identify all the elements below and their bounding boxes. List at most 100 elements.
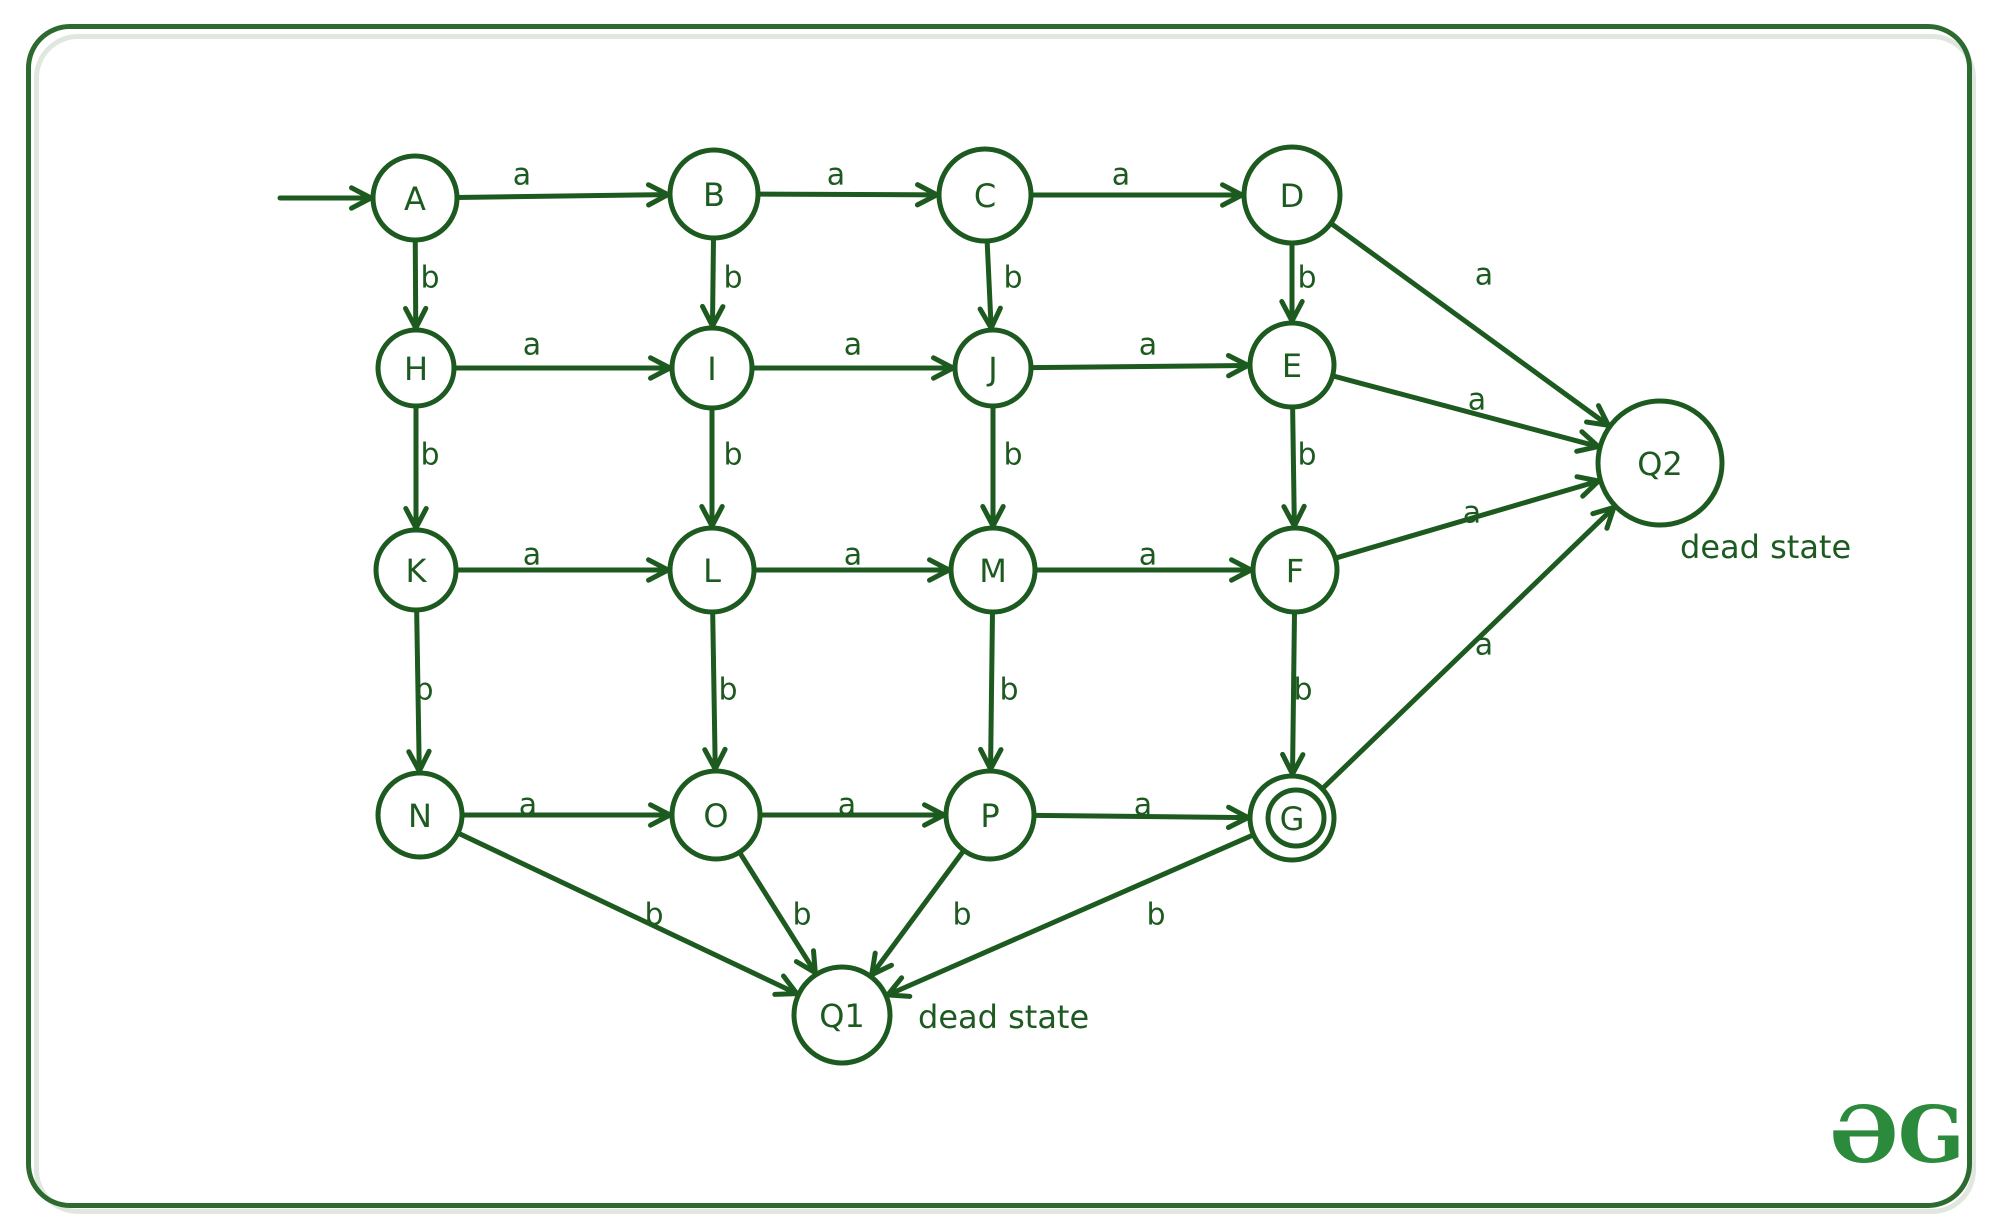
dead-state-note-Q2: dead state: [1680, 528, 1851, 566]
edge-J-E: [1028, 362, 1251, 371]
state-L-label: L: [703, 552, 721, 590]
edge-label-H-I: a: [523, 328, 541, 363]
state-Q2-label: Q2: [1637, 445, 1683, 483]
state-I: I: [669, 325, 755, 411]
state-A-circle: [370, 153, 460, 243]
state-D-circle: [1241, 144, 1343, 246]
edge-K-N: [414, 607, 422, 774]
states-layer: A B C D H I J E K L M F N O P G Q1 Q2: [370, 144, 1725, 1066]
edge-P-G: [1031, 812, 1251, 821]
edge-label-N-Q1: b: [644, 898, 663, 933]
edge-label-K-L: a: [523, 538, 541, 573]
state-O-circle: [669, 768, 763, 862]
edge-F-Q2: [1332, 478, 1602, 561]
edge-label-I-L: b: [723, 438, 742, 473]
state-O: O: [669, 768, 763, 862]
state-G-label: G: [1280, 800, 1305, 838]
edge-label-B-I: b: [723, 261, 742, 296]
frame-shadow: [34, 34, 1976, 1214]
edge-label-G-Q2: a: [1475, 628, 1493, 663]
edge-P-Q1: [869, 847, 967, 978]
state-N-circle: [375, 770, 465, 860]
edge-label-O-P: a: [838, 788, 856, 823]
edge-label-P-G: a: [1134, 788, 1152, 823]
state-I-label: I: [707, 350, 716, 388]
edge-A-B: [454, 192, 671, 200]
edge-label-M-F: a: [1139, 538, 1157, 573]
state-C-label: C: [974, 177, 996, 215]
logo: ƏG: [1830, 1090, 1965, 1181]
edge-label-F-Q2: a: [1463, 496, 1481, 531]
edge-label-F-G: b: [1293, 673, 1312, 708]
edge-label-O-Q1: b: [792, 898, 811, 933]
state-Q2: Q2: [1595, 398, 1725, 528]
labels-layer: a a a b b b b a a a a a b b b b a a a a b b b b a a a a b b b b dead sta…: [414, 158, 1851, 1037]
edge-label-K-N: b: [414, 673, 433, 708]
edge-label-A-B: a: [513, 158, 531, 193]
edge-O-Q1: [736, 849, 818, 976]
diagram-frame: [26, 24, 1972, 1208]
edge-label-E-Q2: a: [1468, 383, 1486, 418]
state-J: J: [952, 327, 1034, 409]
edge-label-N-O: a: [519, 788, 537, 823]
state-O-label: O: [703, 797, 728, 835]
state-H: H: [375, 327, 457, 409]
edge-C-J: [984, 238, 994, 331]
edge-label-D-E: b: [1297, 261, 1316, 296]
edge-B-C: [755, 191, 940, 198]
edge-label-L-O: b: [718, 673, 737, 708]
edge-label-G-Q1: b: [1146, 898, 1165, 933]
state-M: M: [948, 525, 1038, 615]
edge-D-Q2: [1328, 220, 1611, 428]
edge-F-G: [1290, 609, 1297, 777]
state-A: A: [370, 153, 460, 243]
state-M-circle: [948, 525, 1038, 615]
state-C-circle: [936, 146, 1034, 244]
state-F-label: F: [1286, 552, 1304, 590]
edge-label-M-P: b: [999, 673, 1018, 708]
edge-label-J-E: a: [1139, 328, 1157, 363]
edge-A-H: [412, 237, 419, 331]
state-Q1-label: Q1: [819, 997, 865, 1035]
edge-label-E-F: b: [1297, 438, 1316, 473]
edge-label-H-K: b: [420, 438, 439, 473]
state-E-label: E: [1282, 347, 1302, 385]
state-L-circle: [667, 525, 757, 615]
state-P-circle: [943, 768, 1037, 862]
state-E-circle: [1247, 320, 1337, 410]
state-P: P: [943, 768, 1037, 862]
state-J-circle: [952, 327, 1034, 409]
state-Q1-circle: [791, 964, 893, 1066]
state-M-label: M: [979, 552, 1007, 590]
state-K-label: K: [406, 552, 428, 590]
edges-layer: [277, 182, 1617, 999]
state-F: F: [1250, 525, 1340, 615]
state-Q2-circle: [1595, 398, 1725, 528]
state-G: G: [1247, 773, 1337, 863]
state-G-final-ring: [1265, 787, 1327, 849]
edge-M-P: [988, 609, 995, 772]
edge-N-Q1: [455, 830, 800, 997]
state-D-label: D: [1280, 177, 1305, 215]
edge-label-A-H: b: [420, 261, 439, 296]
state-H-circle: [375, 327, 457, 409]
state-A-label: A: [404, 180, 426, 218]
state-L: L: [667, 525, 757, 615]
edge-label-D-Q2: a: [1475, 258, 1493, 293]
edge-label-C-J: b: [1003, 261, 1022, 296]
geeksforgeeks-logo-text: ƏG: [1830, 1090, 1965, 1181]
edge-L-O: [710, 609, 718, 772]
edge-label-B-C: a: [827, 158, 845, 193]
state-C: C: [936, 146, 1034, 244]
edge-label-C-D: a: [1112, 158, 1130, 193]
edge-label-I-J: a: [844, 328, 862, 363]
state-J-label: J: [986, 350, 997, 388]
state-D: D: [1241, 144, 1343, 246]
state-B-label: B: [703, 176, 725, 214]
state-Q1: Q1: [791, 964, 893, 1066]
state-B: B: [667, 147, 761, 241]
state-K-circle: [373, 527, 459, 613]
state-P-label: P: [980, 797, 999, 835]
dead-state-note-Q1: dead state: [918, 998, 1089, 1036]
